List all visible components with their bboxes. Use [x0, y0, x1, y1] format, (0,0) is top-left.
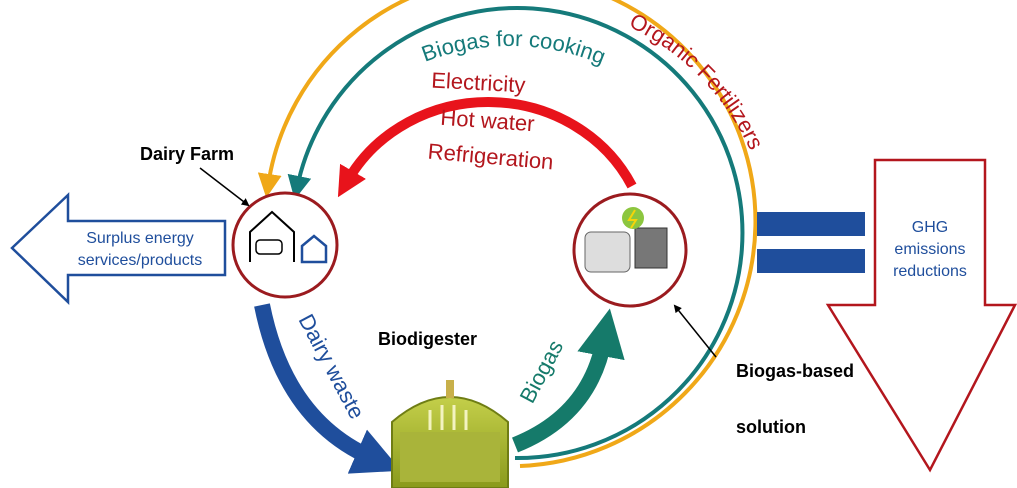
node-label: solution — [736, 417, 806, 437]
fertilizer-arc — [257, 0, 758, 468]
waste-arrow — [254, 303, 402, 474]
output-label: services/products — [78, 252, 203, 269]
equals-bar — [757, 212, 865, 236]
ghg-arrow — [825, 158, 1017, 473]
pointer — [199, 167, 250, 207]
pipe-icon — [446, 380, 454, 398]
node-label: Biogas-based — [736, 361, 854, 381]
biogas-arrow — [511, 308, 625, 453]
output-label: emissions — [894, 241, 965, 258]
engine-icon — [584, 231, 631, 273]
flow-label: Biogas — [515, 336, 569, 407]
flow-label: Biogas for cooking — [418, 26, 609, 69]
pointer — [673, 304, 717, 358]
energy-arrow — [337, 97, 637, 198]
equals-bar — [757, 249, 865, 273]
output-label: GHG — [912, 219, 948, 236]
node-label: Dairy Farm — [140, 144, 234, 164]
surplus-arrow — [10, 192, 227, 305]
cooking-arc — [287, 6, 745, 461]
gas-icon — [428, 405, 468, 430]
digester-fill — [400, 432, 500, 482]
flow-label: Electricity — [431, 68, 526, 98]
flow-label: Biogas for cooking — [418, 26, 609, 69]
flow-label: Organic Fertilizers — [626, 8, 769, 153]
unit-icon — [634, 227, 668, 269]
barn-icon — [249, 210, 295, 262]
flow-label: Hot water — [440, 105, 536, 137]
power-icon — [622, 207, 644, 229]
bolt-icon — [627, 209, 638, 229]
flow-label: Refrigeration — [427, 139, 555, 175]
node-label: Biodigester — [378, 329, 477, 349]
farm-circle — [231, 191, 339, 299]
cow-icon — [255, 239, 283, 255]
output-label: Surplus energy — [86, 230, 194, 247]
flow-label: Organic Fertilizers — [626, 8, 769, 153]
house-icon — [300, 234, 328, 264]
output-label: reductions — [893, 263, 967, 280]
